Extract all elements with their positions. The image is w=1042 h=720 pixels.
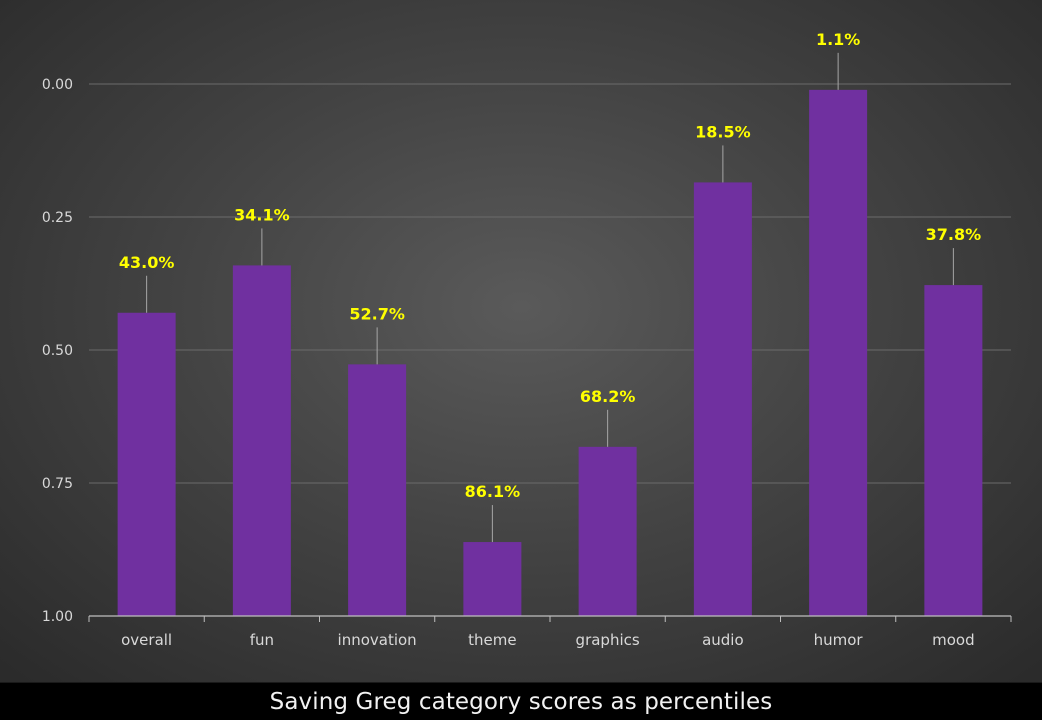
data-label: 34.1% [234,205,290,224]
category-label: humor [814,631,864,649]
bar-innovation [348,364,407,616]
y-tick-label: 1.00 [42,609,73,625]
data-label: 52.7% [349,304,405,323]
bar-audio [693,182,752,617]
title-bar: Saving Greg category scores as percentil… [0,682,1042,720]
gridlines [89,83,1011,484]
chart-title: Saving Greg category scores as percentil… [269,689,773,715]
data-label: 1.1% [816,30,860,49]
leader-lines [146,52,954,543]
category-label: innovation [338,631,417,649]
bar-theme [463,542,522,616]
data-label: 37.8% [926,225,982,244]
bars [117,89,983,617]
category-label: mood [932,631,975,649]
y-tick-label: 0.75 [42,476,73,492]
bar-graphics [578,446,637,616]
category-label: graphics [576,631,640,649]
data-label: 18.5% [695,122,751,141]
x-axis [88,615,1012,622]
y-axis-ticks: 0.00 0.25 0.50 0.75 1.00 [42,77,73,625]
data-labels: 43.0% 34.1% 52.7% 86.1% 68.2% 18.5% 1.1% 37.8% [119,30,981,501]
category-label: audio [702,631,744,649]
category-label: fun [250,631,274,649]
bar-overall [117,312,176,616]
category-label: theme [468,631,516,649]
category-label: overall [121,631,172,649]
bar-fun [232,265,291,616]
data-label: 68.2% [580,387,636,406]
bar-chart: 0.00 0.25 0.50 0.75 1.00 43.0% 34.1% 52.7% 86.1… [42,30,1012,649]
data-label: 43.0% [119,253,175,272]
y-tick-label: 0.25 [42,210,73,226]
bar-humor [809,89,868,617]
data-label: 86.1% [465,482,521,501]
y-tick-label: 0.00 [42,77,73,93]
bar-mood [924,285,983,616]
y-tick-label: 0.50 [42,343,73,359]
category-labels: overall fun innovation theme graphics audio hu… [121,631,974,649]
